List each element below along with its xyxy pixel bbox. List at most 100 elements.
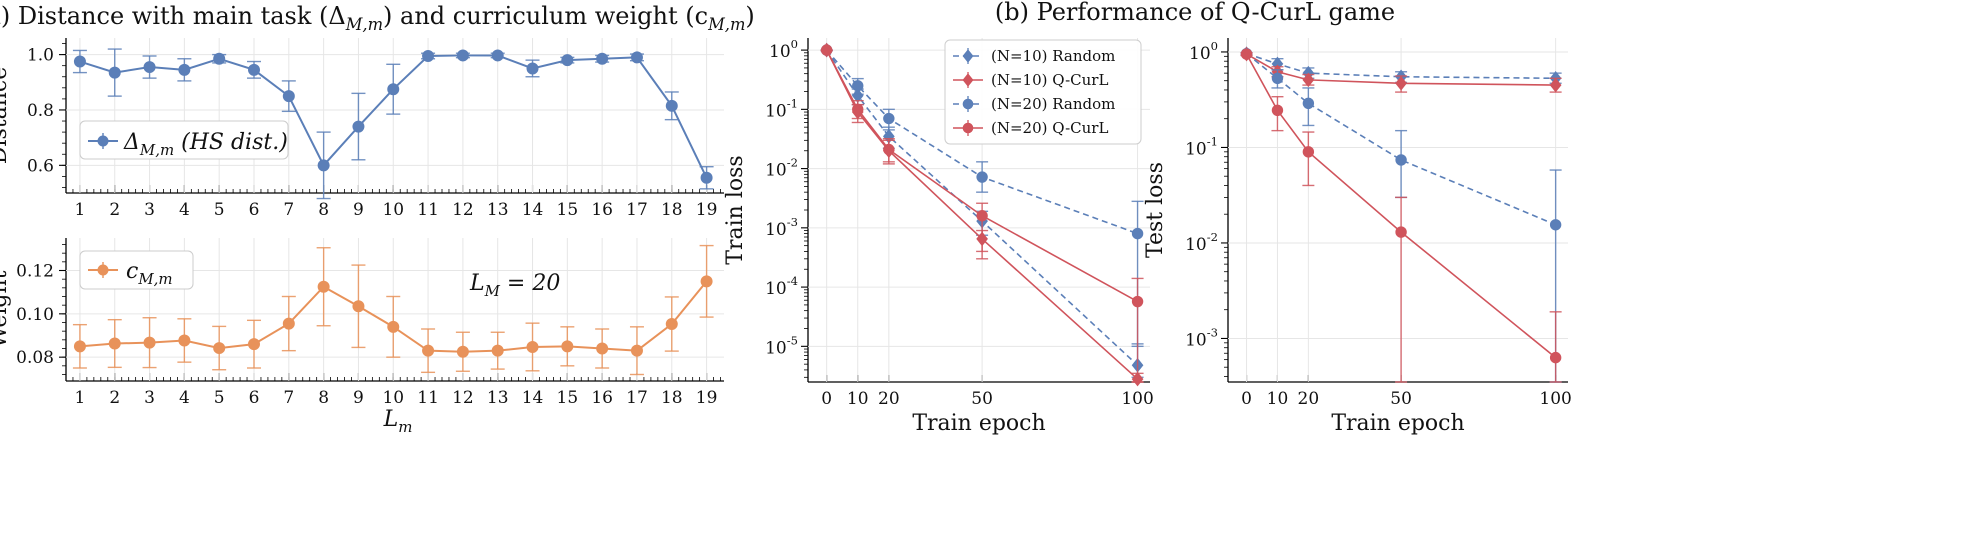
x-tick-label: 7: [283, 200, 294, 220]
data-point: [213, 52, 226, 65]
series-line: [825, 49, 1139, 366]
y-tick-label: 100​: [1189, 39, 1218, 64]
x-tick-label: 100: [1539, 389, 1571, 409]
x-axis-title: Train epoch: [1331, 411, 1464, 436]
data-point: [665, 318, 678, 331]
y-tick-label: 10-5​: [765, 333, 798, 358]
data-point: [178, 63, 191, 76]
data-point: [248, 63, 260, 76]
data-point: [852, 103, 864, 116]
data-point: [491, 344, 504, 357]
x-tick-label: 13: [487, 200, 509, 220]
x-tick-label: 10: [1267, 389, 1289, 409]
legend-label: (N=10) Random: [991, 47, 1115, 65]
y-tick-label: 10-3​: [1185, 325, 1218, 350]
data-point: [1271, 104, 1284, 116]
x-tick-label: 10: [382, 388, 404, 408]
y-tick-label: 0.8: [27, 101, 54, 121]
x-tick-label: 3: [144, 388, 155, 408]
data-point: [143, 61, 156, 74]
data-point: [526, 62, 539, 75]
legend-label: ΔM,m​ (HS dist.): [123, 130, 288, 159]
data-point: [387, 320, 400, 333]
data-point: [1395, 226, 1407, 238]
x-tick-label: 1: [75, 388, 86, 408]
legend-swatch-marker: [97, 135, 109, 147]
x-tick-label: 14: [522, 200, 544, 220]
x-tick-label: 11: [417, 200, 439, 220]
y-tick-label: 0.6: [27, 156, 54, 176]
x-tick-label: 0: [1241, 389, 1252, 409]
y-tick-label: 10-2​: [1185, 230, 1218, 255]
data-point: [282, 317, 295, 330]
x-tick-label: 15: [557, 200, 579, 220]
legend-box: [79, 250, 194, 290]
data-point: [1395, 75, 1407, 91]
x-tick-label: 2: [109, 388, 120, 408]
y-tick-label: 1.0: [27, 46, 54, 66]
x-tick-label: 6: [249, 388, 260, 408]
data-point: [526, 340, 539, 353]
data-point: [976, 171, 988, 183]
y-tick-label: 10-1​: [1185, 134, 1218, 159]
x-tick-label: 19: [696, 200, 718, 220]
x-tick-label: 19: [696, 388, 718, 408]
y-tick-label: 10-2​: [765, 156, 798, 181]
data-point: [1302, 72, 1315, 88]
x-tick-label: 10: [382, 200, 404, 220]
x-axis-title: Train epoch: [912, 411, 1045, 436]
x-tick-label: 6: [249, 200, 260, 220]
panel-b-title: (b) Performance of Q-CurL game: [995, 0, 1395, 26]
data-point: [178, 334, 191, 347]
x-tick-label: 17: [626, 388, 648, 408]
x-axis-title: Lm​: [383, 407, 413, 436]
data-point: [962, 49, 974, 63]
data-point: [1549, 351, 1562, 364]
data-point: [883, 143, 895, 156]
data-point: [1395, 154, 1407, 166]
data-point: [1549, 77, 1562, 93]
data-point: [561, 54, 574, 67]
data-point: [422, 49, 435, 62]
data-point: [962, 122, 974, 134]
data-point: [596, 52, 609, 65]
data-point: [630, 344, 643, 357]
y-tick-label: 10-1​: [765, 96, 798, 121]
data-point: [456, 345, 469, 358]
data-point: [820, 44, 833, 56]
x-tick-label: 16: [591, 200, 613, 220]
data-point: [700, 171, 713, 184]
data-point: [1549, 219, 1562, 231]
data-point: [352, 300, 365, 313]
x-tick-label: 3: [144, 200, 155, 220]
data-point: [282, 90, 295, 103]
y-tick-label: 0.10: [16, 305, 54, 325]
legend-box: [944, 39, 1142, 145]
data-point: [73, 340, 86, 353]
data-point: [352, 120, 365, 133]
y-tick-label: 0.12: [16, 262, 54, 282]
x-tick-label: 0: [821, 389, 832, 409]
y-tick-label: 10-4​: [765, 274, 798, 299]
x-tick-label: 16: [591, 388, 613, 408]
x-tick-label: 18: [661, 200, 683, 220]
data-point: [456, 49, 469, 62]
data-point: [143, 336, 156, 349]
data-point: [630, 51, 643, 64]
x-tick-label: 20: [1298, 389, 1320, 409]
legend-label: (N=20) Random: [991, 95, 1115, 113]
data-point: [852, 80, 864, 92]
x-tick-label: 10: [847, 389, 869, 409]
x-tick-label: 8: [318, 388, 329, 408]
y-tick-label: 100​: [769, 37, 798, 62]
x-tick-label: 7: [283, 388, 294, 408]
legend-label: (N=20) Q-CurL: [991, 119, 1108, 137]
x-tick-label: 12: [452, 200, 474, 220]
data-point: [491, 49, 504, 62]
data-point: [962, 98, 974, 110]
x-tick-label: 50: [971, 389, 993, 409]
data-point: [561, 340, 574, 353]
data-point: [1131, 295, 1144, 308]
panel-a-title: (a) Distance with main task (ΔM,m​) and …: [0, 2, 755, 34]
